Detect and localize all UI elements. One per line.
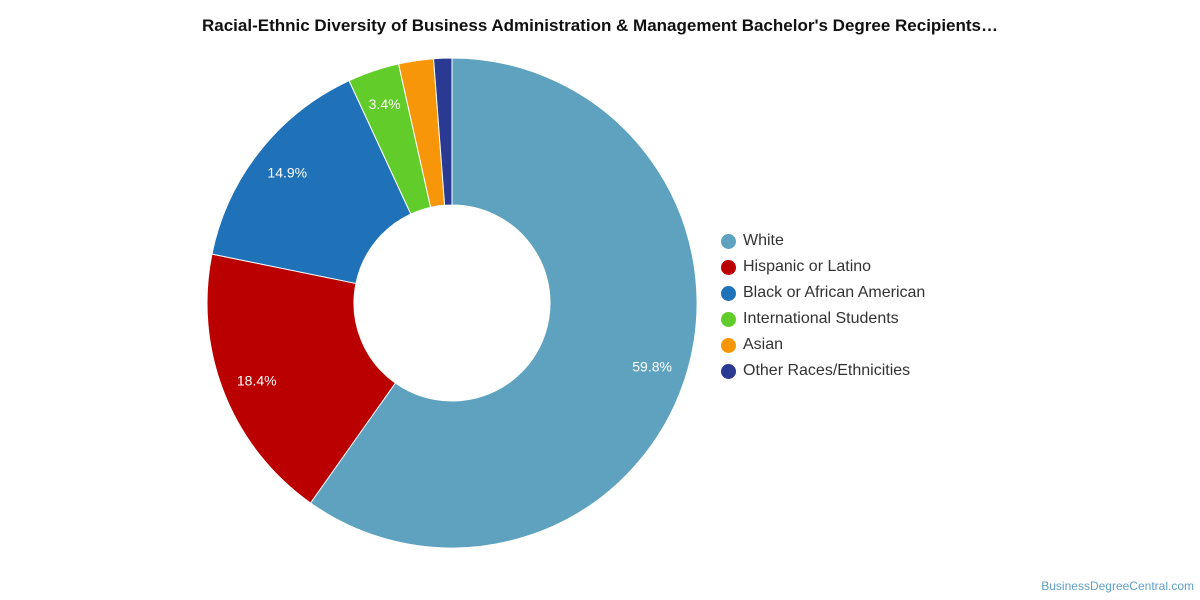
legend-label: Asian: [743, 336, 784, 353]
data-label-black-or-african-american: 14.9%: [267, 165, 307, 181]
legend-swatch-icon: [721, 363, 736, 379]
legend-swatch-icon: [721, 233, 736, 249]
legend-label: White: [743, 232, 784, 249]
legend-label: Hispanic or Latino: [743, 258, 872, 275]
slices-layer: [206, 57, 698, 549]
slice-hispanic-or-latino[interactable]: [206, 253, 397, 504]
legend-item-white[interactable]: White: [721, 228, 925, 254]
legend-item-hispanic-or-latino[interactable]: Hispanic or Latino: [721, 254, 925, 280]
data-labels-layer: 59.8% 18.4% 14.9% 3.4%: [237, 96, 672, 388]
chart-title: Racial-Ethnic Diversity of Business Admi…: [201, 16, 998, 35]
legend-label: Black or African American: [743, 284, 926, 301]
chart-legend: White Hispanic or Latino Black or African …: [721, 228, 925, 384]
legend-label: Other Races/Ethnicities: [743, 362, 911, 379]
slice-white[interactable]: [309, 57, 698, 549]
legend-label: International Students: [743, 310, 899, 327]
legend-swatch-icon: [721, 285, 736, 301]
slice-black-or-african-american[interactable]: [211, 80, 412, 285]
source-credit[interactable]: BusinessDegreeCentral.com: [1041, 579, 1194, 593]
legend-swatch-icon: [721, 337, 736, 353]
legend-item-asian[interactable]: Asian: [721, 332, 925, 358]
data-label-white: 59.8%: [632, 359, 672, 375]
data-label-international-students: 3.4%: [369, 96, 401, 112]
slice-other-races-ethnicities[interactable]: [433, 57, 453, 206]
legend-item-international-students[interactable]: International Students: [721, 306, 925, 332]
legend-item-black-or-african-american[interactable]: Black or African American: [721, 280, 925, 306]
legend-swatch-icon: [721, 311, 736, 327]
legend-swatch-icon: [721, 259, 736, 275]
legend-item-other-races-ethnicities[interactable]: Other Races/Ethnicities: [721, 358, 925, 384]
data-label-hispanic-or-latino: 18.4%: [237, 372, 277, 388]
